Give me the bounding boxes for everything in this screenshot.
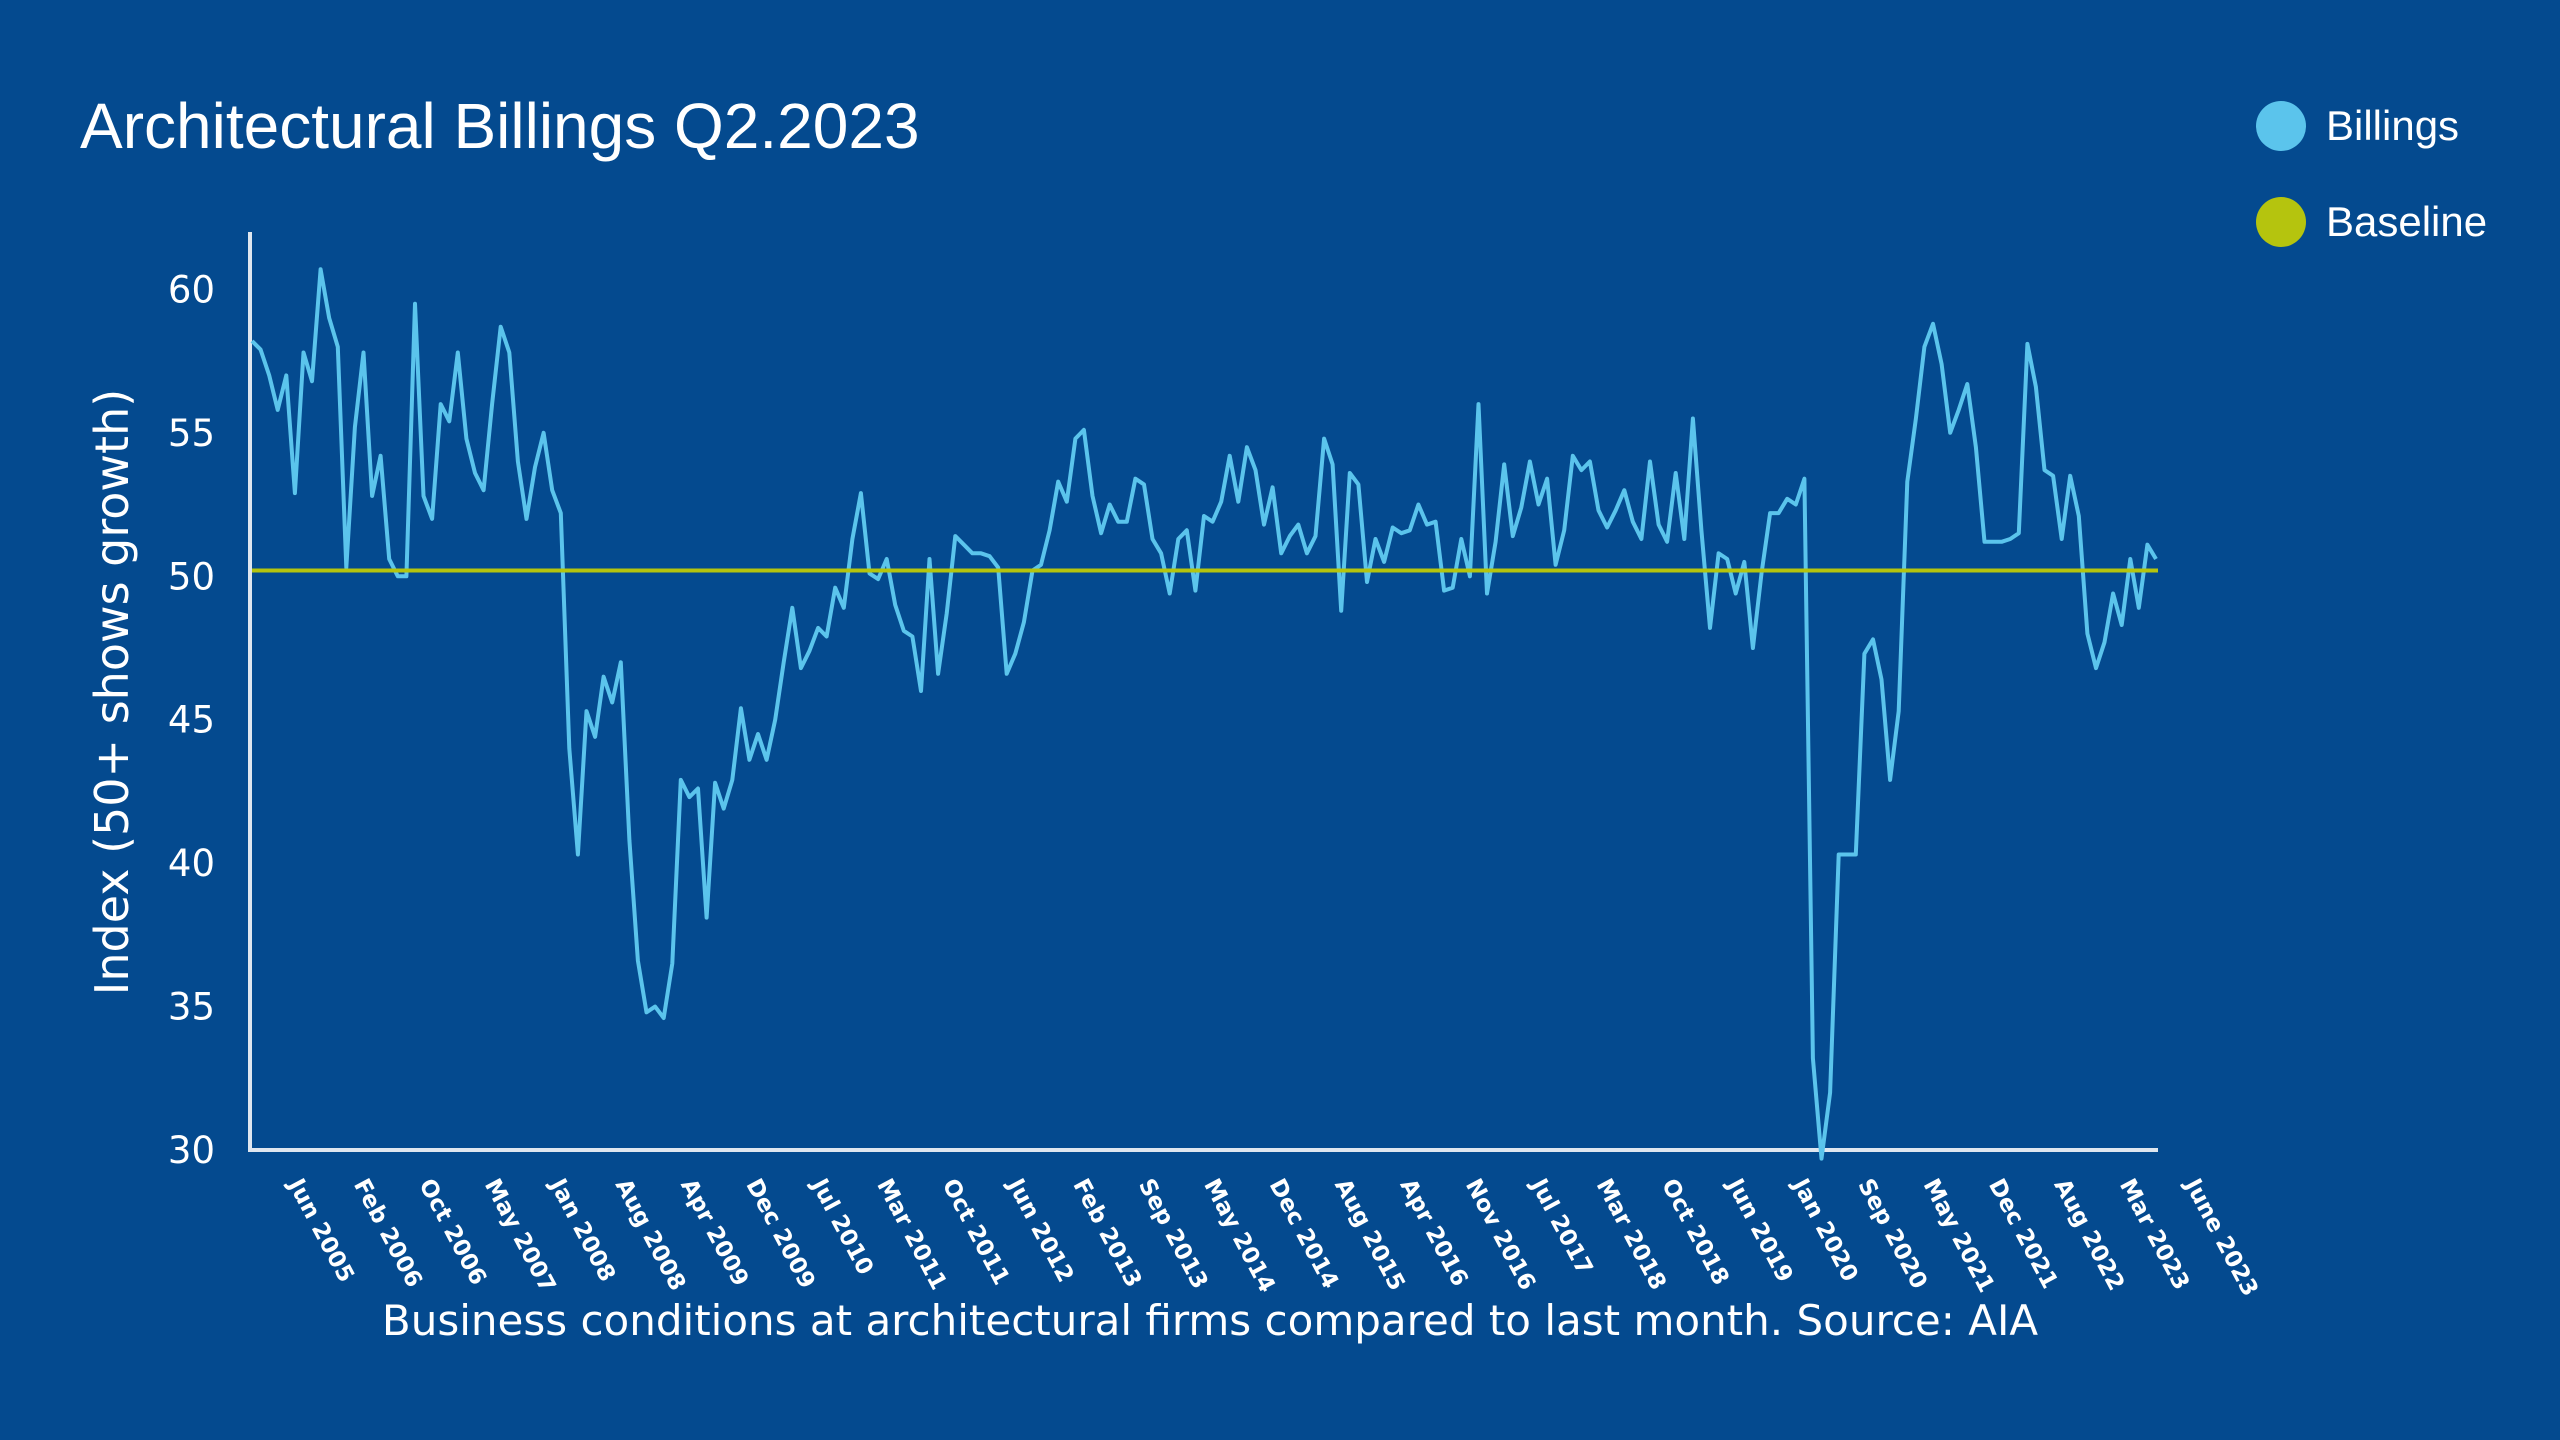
y-tick-label: 50: [168, 555, 215, 598]
y-axis-ticks: 30 35 40 45 50 55 60: [168, 268, 215, 1172]
y-tick-label: 30: [168, 1129, 215, 1172]
x-tick-label: Jul 2010: [805, 1173, 878, 1280]
legend-label-billings: Billings: [2326, 102, 2460, 149]
x-tick-label: Aug 2008: [610, 1175, 691, 1296]
x-tick-label: Jun 2019: [1721, 1173, 1798, 1287]
billings-marker-icon: [2256, 101, 2306, 151]
y-tick-label: 40: [168, 842, 215, 885]
x-tick-label: Jan 2008: [543, 1173, 620, 1286]
chart-caption: Business conditions at architectural fir…: [381, 1296, 2039, 1345]
x-tick-label: Apr 2009: [675, 1175, 753, 1291]
y-axis-label: Index (50+ shows growth): [85, 389, 139, 995]
x-tick-label: Oct 2018: [1656, 1175, 1734, 1290]
x-tick-label: Feb 2006: [348, 1175, 427, 1292]
legend-label-baseline: Baseline: [2326, 198, 2488, 245]
x-tick-label: Mar 2011: [871, 1175, 951, 1295]
x-tick-label: Oct 2006: [414, 1175, 492, 1290]
legend-item-baseline[interactable]: Baseline: [2256, 174, 2546, 270]
x-tick-label: Sep 2020: [1852, 1175, 1932, 1294]
x-tick-label: Mar 2018: [1591, 1175, 1671, 1295]
x-tick-label: Oct 2011: [937, 1175, 1015, 1290]
y-tick-label: 35: [168, 986, 215, 1029]
x-tick-label: Jun 2005: [282, 1173, 359, 1287]
x-tick-label: Apr 2016: [1395, 1175, 1473, 1291]
legend-item-billings[interactable]: Billings: [2256, 78, 2546, 174]
y-tick-label: 45: [168, 699, 215, 742]
series-line-billings: [250, 267, 2158, 1161]
x-tick-label: Feb 2013: [1068, 1175, 1147, 1292]
y-tick-label: 60: [168, 268, 215, 311]
x-tick-label: Jan 2020: [1786, 1173, 1863, 1286]
y-tick-label: 55: [168, 412, 215, 455]
x-tick-label: Jun 2012: [1001, 1173, 1078, 1287]
chart-title: Architectural Billings Q2.2023: [80, 90, 920, 162]
x-tick-label: Jul 2017: [1524, 1173, 1597, 1280]
legend: Billings Baseline: [2256, 78, 2546, 270]
baseline-marker-icon: [2256, 197, 2306, 247]
